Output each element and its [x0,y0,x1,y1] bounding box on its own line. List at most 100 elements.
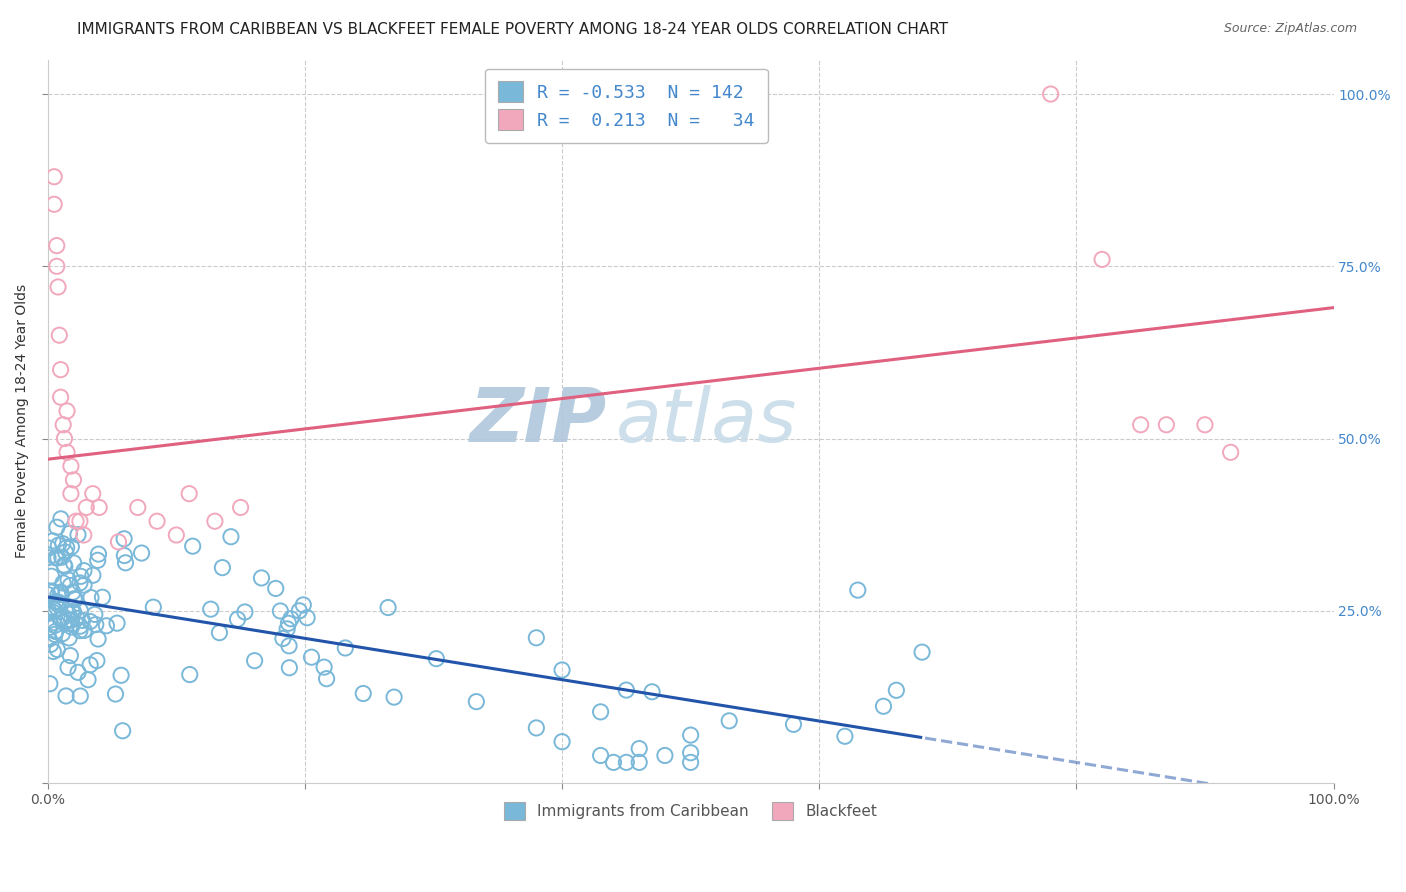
Point [38,677,60,691]
Point [44,624,66,639]
Point [42,644,65,658]
Point [60,620,83,634]
Point [614,756,637,770]
Point [51,612,73,626]
Point [82,568,104,582]
Point [53,432,76,446]
Point [45,260,67,274]
Point [718,714,741,728]
Point [243,654,266,668]
Point [73,564,96,578]
Point [56,445,79,459]
Point [1219,445,1241,459]
Point [276,622,298,636]
Point [55,541,77,555]
Point [96,619,118,633]
Point [679,728,702,742]
Point [602,756,624,770]
Point [38,541,60,555]
Point [45,238,67,252]
Point [58,607,80,621]
Point [72,614,94,628]
Point [52,610,75,624]
Point [37,588,59,602]
Point [280,612,302,626]
Point [45,550,67,565]
Point [42,615,65,630]
Point [60,613,83,627]
Point [46,280,69,294]
Point [425,651,447,665]
Point [69,603,91,617]
Point [51,626,73,640]
Point [834,729,856,743]
Point [46,642,69,657]
Point [49,512,72,526]
Point [62,585,84,599]
Point [886,683,908,698]
Point [208,625,231,640]
Point [77,673,100,687]
Point [45,594,67,608]
Point [181,539,204,553]
Point [335,640,357,655]
Point [75,500,97,515]
Point [65,514,87,528]
Point [112,549,135,563]
Point [44,627,66,641]
Point [1194,417,1216,432]
Point [628,756,651,770]
Point [628,741,651,756]
Point [42,605,65,619]
Point [65,592,87,607]
Point [55,545,77,559]
Point [62,473,84,487]
Point [179,486,201,500]
Point [63,591,86,606]
Point [52,576,75,591]
Point [314,660,336,674]
Point [49,612,72,626]
Point [782,717,804,731]
Point [524,721,547,735]
Point [89,500,111,515]
Point [62,605,84,619]
Y-axis label: Female Poverty Among 18-24 Year Olds: Female Poverty Among 18-24 Year Olds [15,285,30,558]
Point [53,558,76,572]
Point [292,598,315,612]
Point [46,601,69,615]
Point [49,585,72,599]
Point [53,559,76,574]
Point [52,417,75,432]
Point [233,605,256,619]
Point [59,486,82,500]
Point [87,632,110,646]
Point [87,547,110,561]
Point [589,705,612,719]
Point [56,660,79,674]
Point [654,748,676,763]
Point [301,650,323,665]
Point [204,514,226,528]
Point [127,500,149,515]
Point [55,689,77,703]
Point [69,624,91,638]
Point [46,588,69,602]
Point [911,645,934,659]
Point [264,582,287,596]
Point [56,404,79,418]
Point [67,665,90,680]
Point [69,569,91,583]
Legend: Immigrants from Caribbean, Blackfeet: Immigrants from Caribbean, Blackfeet [498,797,883,826]
Point [69,689,91,703]
Point [52,537,75,551]
Point [1039,87,1062,101]
Point [44,197,66,211]
Point [110,668,132,682]
Point [38,604,60,618]
Point [229,500,252,515]
Point [79,657,101,672]
Point [1091,252,1114,267]
Point [352,686,374,700]
Point [1156,417,1178,432]
